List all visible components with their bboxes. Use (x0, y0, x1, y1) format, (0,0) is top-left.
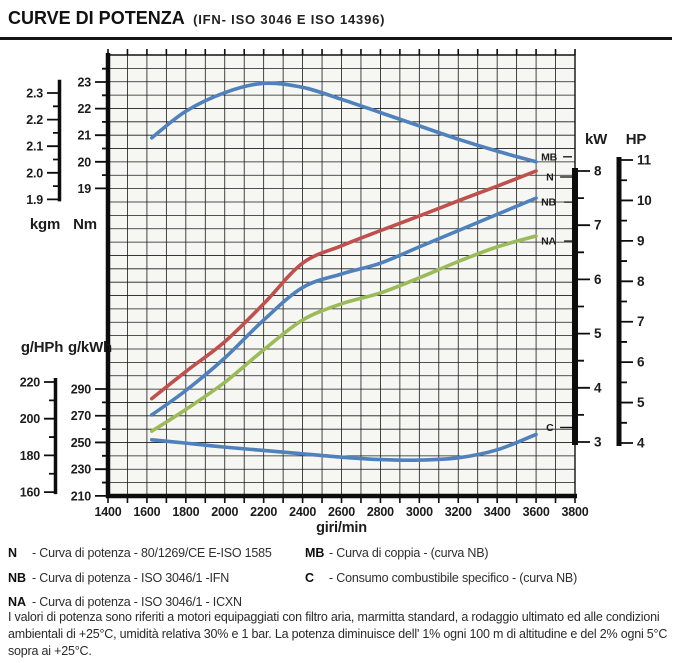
legend-item-NB: NB - Curva di potenza - ISO 3046/1 -IFN (8, 566, 298, 591)
legend-desc: - Curva di potenza - ISO 3046/1 - ICXN (32, 595, 242, 609)
kgm-unit-label: kgm (30, 216, 60, 233)
svg-text:180: 180 (20, 449, 41, 463)
curve-label-NA: NA (541, 236, 556, 248)
svg-text:9: 9 (637, 233, 644, 248)
svg-text:6: 6 (594, 272, 602, 287)
svg-text:2800: 2800 (367, 505, 394, 519)
svg-text:23: 23 (77, 76, 91, 90)
power-chart-svg: 1400 1600 1800 2000 2200 2400 2600 2800 3000 3200… (20, 49, 652, 536)
legend-desc: - Curva di potenza - ISO 3046/1 -IFN (32, 570, 230, 585)
curve-NB (149, 196, 538, 417)
page-title: CURVE DI POTENZA (8, 8, 185, 28)
legend-item-MB: MB - Curva di coppia - (curva NB) (305, 541, 675, 566)
x-axis-ticks (107, 49, 576, 503)
ghph-unit-label: g/HPh (21, 339, 63, 356)
svg-text:3: 3 (594, 435, 602, 450)
svg-text:230: 230 (71, 463, 92, 477)
svg-text:5: 5 (637, 395, 645, 410)
svg-text:2.1: 2.1 (26, 140, 43, 154)
legend-desc: - Consumo combustibile specifico - (curv… (329, 570, 578, 585)
svg-text:3000: 3000 (406, 505, 433, 519)
curve-label-C: C (546, 422, 554, 434)
svg-text:8: 8 (637, 274, 645, 289)
svg-text:2600: 2600 (328, 505, 355, 519)
gkwh-axis-ticks (95, 388, 108, 497)
svg-text:2.3: 2.3 (26, 87, 43, 101)
svg-text:3200: 3200 (445, 505, 472, 519)
curve-N (149, 169, 538, 401)
svg-text:2.2: 2.2 (26, 113, 43, 127)
legend-right-column: MB - Curva di coppia - (curva NB) C - Consu… (305, 541, 675, 590)
legend-key: NB (8, 570, 27, 585)
svg-text:1400: 1400 (94, 505, 121, 519)
svg-text:250: 250 (71, 436, 92, 450)
curve-MB (149, 81, 538, 164)
svg-text:1800: 1800 (172, 505, 199, 519)
svg-text:2000: 2000 (211, 505, 238, 519)
nm-axis-ticks (95, 67, 108, 190)
svg-text:10: 10 (637, 193, 652, 208)
curve-NA (149, 234, 538, 433)
svg-text:7: 7 (637, 314, 644, 329)
svg-text:2400: 2400 (289, 505, 316, 519)
svg-text:220: 220 (20, 376, 41, 390)
legend-item-NA: NA - Curva di potenza - ISO 3046/1 - ICXN (8, 590, 298, 615)
svg-text:21: 21 (77, 129, 91, 143)
page-subtitle: (IFN- ISO 3046 E ISO 14396) (193, 12, 386, 27)
legend-left-column: N - Curva di potenza - 80/1269/CE E-ISO 1… (8, 541, 298, 615)
header-rule (0, 37, 672, 40)
legend-desc: - Curva di coppia - (curva NB) (329, 546, 489, 560)
svg-text:200: 200 (20, 412, 41, 426)
svg-text:7: 7 (594, 218, 601, 233)
legend-key: MB (305, 546, 325, 560)
svg-text:3800: 3800 (561, 505, 588, 519)
svg-text:160: 160 (20, 486, 41, 500)
curve-label-MB: MB (541, 151, 558, 163)
curve-label-NB: NB (541, 197, 556, 209)
svg-text:8: 8 (594, 164, 602, 179)
kw-unit-label: kW (585, 131, 608, 148)
nm-unit-label: Nm (73, 216, 97, 233)
svg-text:2200: 2200 (250, 505, 277, 519)
svg-text:20: 20 (77, 155, 91, 169)
gkwh-unit-label: g/kWh (68, 339, 112, 356)
footer-note: I valori di potenza sono riferiti a moto… (8, 610, 668, 658)
curve-C (149, 432, 538, 462)
legend-item-C: C - Consumo combustibile specifico - (cur… (305, 566, 675, 591)
svg-text:22: 22 (77, 102, 91, 116)
legend-item-N: N - Curva di potenza - 80/1269/CE E-ISO 1… (8, 541, 298, 566)
svg-text:4: 4 (594, 380, 602, 395)
svg-text:210: 210 (71, 489, 92, 503)
svg-text:2.0: 2.0 (26, 166, 43, 180)
svg-text:4: 4 (637, 436, 645, 451)
legend-desc: - Curva di potenza - 80/1269/CE E-ISO 15… (32, 546, 272, 560)
legend-key: N (8, 546, 18, 560)
x-axis-label: giri/min (316, 520, 367, 536)
svg-text:1600: 1600 (133, 505, 160, 519)
svg-text:3600: 3600 (523, 505, 550, 519)
svg-text:1.9: 1.9 (26, 193, 43, 207)
svg-text:5: 5 (594, 326, 602, 341)
svg-text:3400: 3400 (484, 505, 511, 519)
legend-key: NA (8, 595, 27, 609)
hp-unit-label: HP (626, 131, 647, 148)
svg-text:11: 11 (637, 153, 652, 168)
svg-text:290: 290 (71, 383, 92, 397)
chart-area: 1400 1600 1800 2000 2200 2400 2600 2800 3000 3200… (20, 49, 652, 536)
svg-text:19: 19 (77, 182, 91, 196)
chart-header: CURVE DI POTENZA (IFN- ISO 3046 E ISO 14… (8, 8, 676, 29)
svg-text:270: 270 (71, 409, 92, 423)
svg-text:6: 6 (637, 355, 645, 370)
legend-key: C (305, 570, 315, 585)
curve-label-N: N (546, 172, 553, 184)
